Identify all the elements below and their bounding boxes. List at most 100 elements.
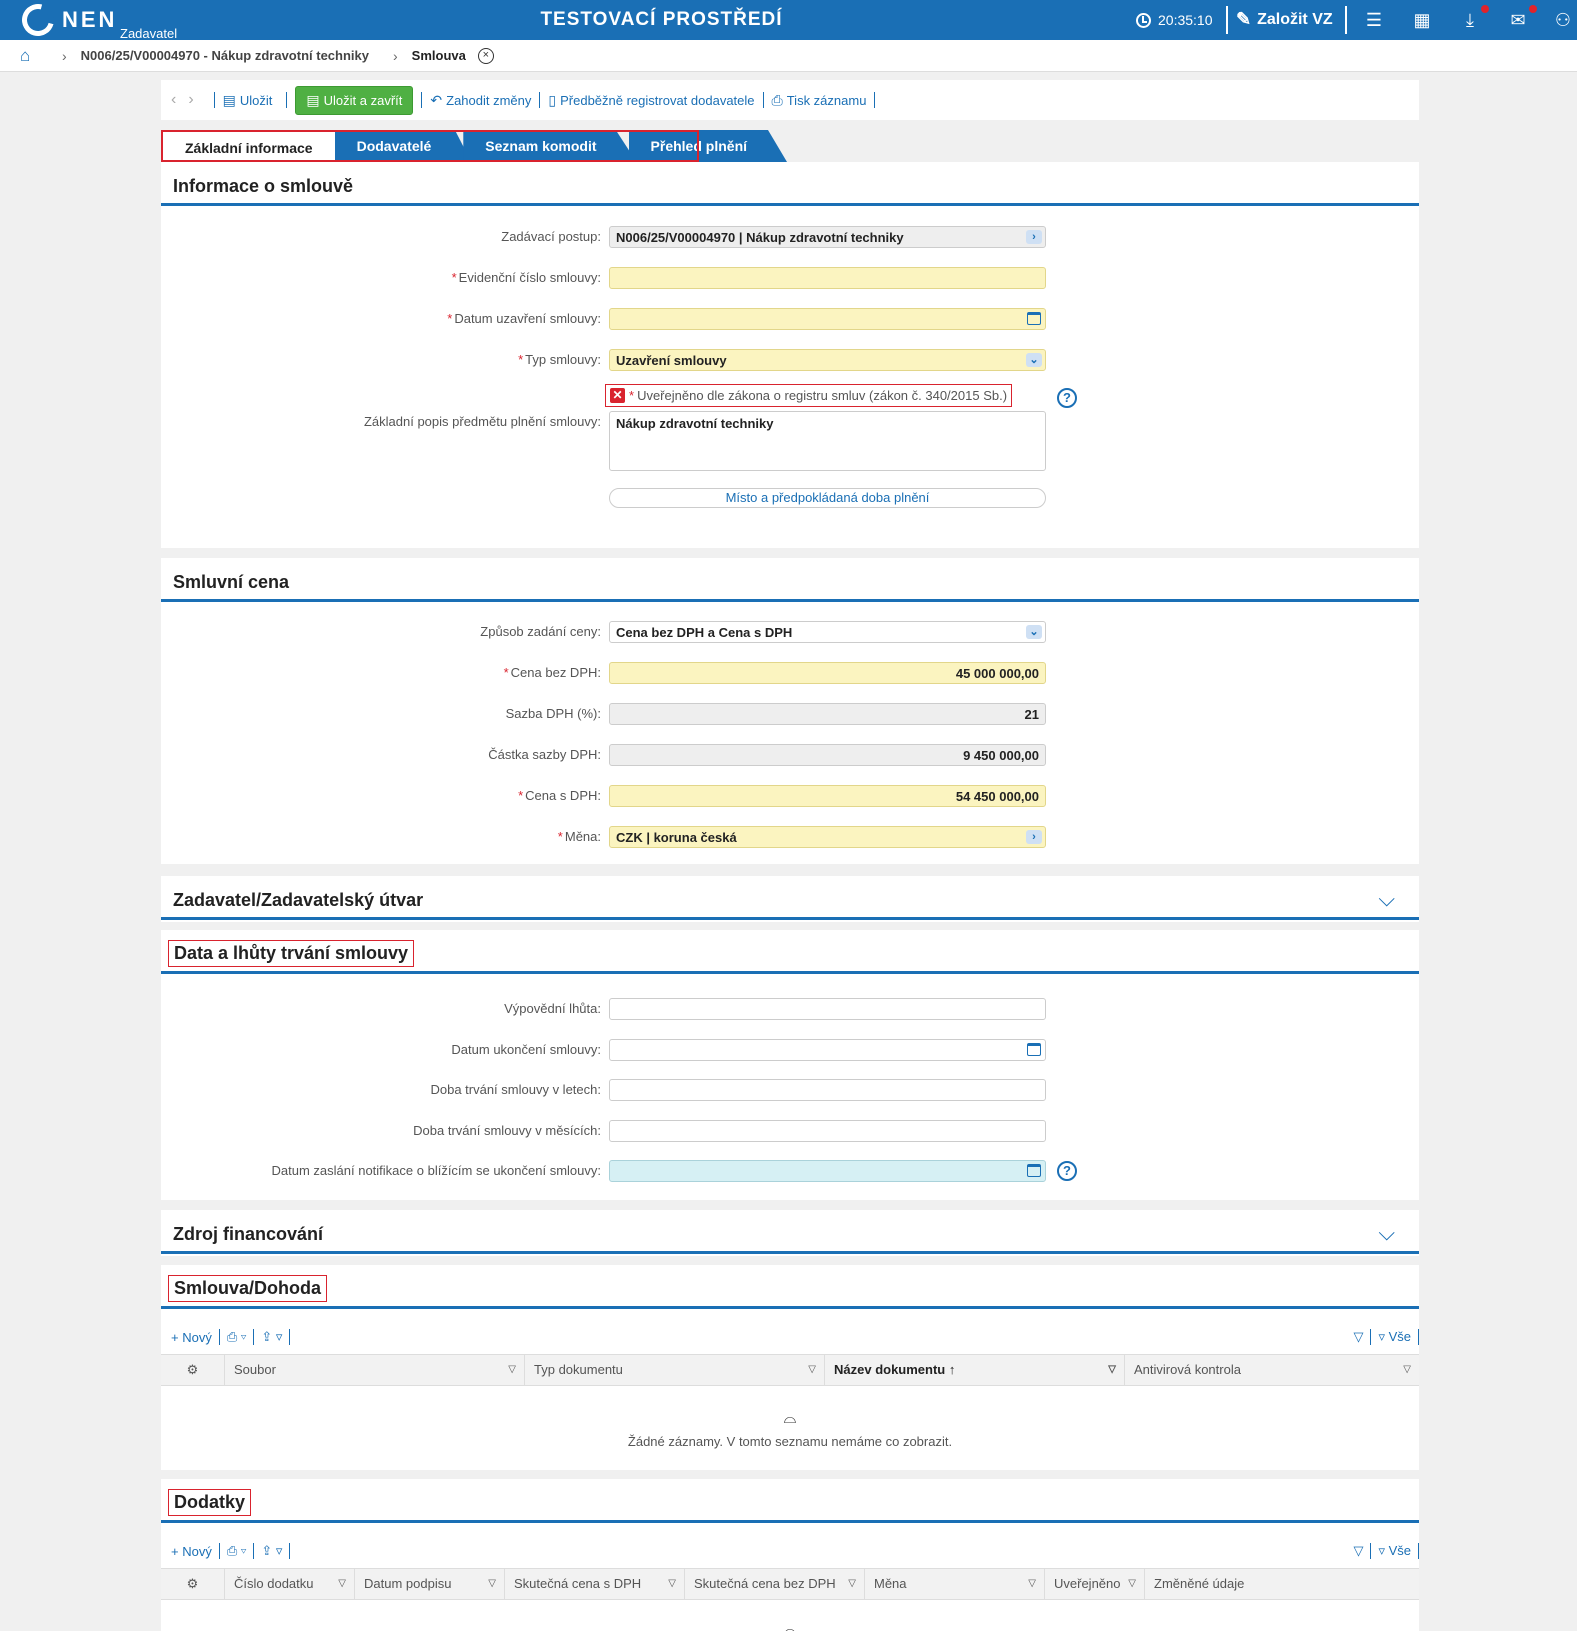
conclusion-date-input[interactable] xyxy=(609,308,1046,330)
filter-icon[interactable]: ▽ xyxy=(1353,1543,1364,1558)
breadcrumb-procedure[interactable]: N006/25/V00004970 - Nákup zdravotní tech… xyxy=(80,48,369,63)
tab-basic-info[interactable]: Základní informace xyxy=(161,130,335,162)
view-all-dropdown[interactable]: ▿ Vše xyxy=(1378,1329,1411,1344)
end-date-input[interactable] xyxy=(609,1039,1046,1061)
evidence-number-input[interactable] xyxy=(609,267,1046,289)
chevron-down-icon[interactable]: ⌵ xyxy=(1378,886,1395,911)
tab-fulfillment[interactable]: Přehled plnění xyxy=(628,130,788,162)
procedure-field[interactable]: N006/25/V00004970 | Nákup zdravotní tech… xyxy=(609,226,1046,248)
description-textarea[interactable]: Nákup zdravotní techniky xyxy=(609,411,1046,471)
column-header[interactable]: Skutečná cena s DPH ▽ xyxy=(505,1569,685,1599)
row-price-without-vat: * Cena bez DPH: 45 000 000,00 xyxy=(161,662,1419,684)
column-settings-icon[interactable]: ⚙ xyxy=(161,1569,225,1599)
contract-type-select[interactable]: Uzavření smlouvy ⌄ xyxy=(609,349,1046,371)
published-checkbox-row[interactable]: ✕ * Uveřejněno dle zákona o registru sml… xyxy=(605,384,1013,407)
panel-funding-source[interactable]: Zdroj financování ⌵ xyxy=(161,1210,1419,1256)
calendar-icon[interactable]: ▦ xyxy=(1413,10,1431,30)
row-price-mode: Způsob zadání ceny: Cena bez DPH a Cena … xyxy=(161,621,1419,643)
calendar-icon[interactable] xyxy=(1027,1043,1041,1056)
discard-button[interactable]: ↶ Zahodit změny xyxy=(430,92,531,109)
row-price-with-vat: * Cena s DPH: 54 450 000,00 xyxy=(161,785,1419,807)
calendar-icon[interactable] xyxy=(1027,1164,1041,1177)
column-header[interactable]: Uveřejněno ▽ xyxy=(1045,1569,1145,1599)
column-header[interactable]: Typ dokumentu ▽ xyxy=(525,1355,825,1385)
tab-bar: Základní informace Dodavatelé Seznam kom… xyxy=(161,130,788,162)
field-value: Uzavření smlouvy xyxy=(616,353,727,368)
chevron-down-icon[interactable]: ⌄ xyxy=(1026,625,1042,639)
create-vz-label: Založit VZ xyxy=(1257,10,1333,28)
row-notification-date: Datum zaslání notifikace o blížícím se u… xyxy=(161,1160,1419,1182)
chevron-down-icon[interactable]: ⌄ xyxy=(1026,353,1042,367)
export-dropdown-icon[interactable]: ⇪ ▿ xyxy=(261,1329,283,1344)
column-header-sorted[interactable]: Název dokumentu ↑ ▽ xyxy=(825,1355,1125,1385)
export-dropdown-icon[interactable]: ⇪ ▿ xyxy=(261,1543,283,1558)
duration-years-input[interactable] xyxy=(609,1079,1046,1101)
user-icon[interactable]: ⚇ xyxy=(1554,10,1572,30)
save-button[interactable]: ▤ Uložit xyxy=(223,92,273,109)
row-conclusion-date: * Datum uzavření smlouvy: xyxy=(161,308,1419,330)
label: * Cena bez DPH: xyxy=(503,665,601,680)
panel-contracting-authority[interactable]: Zadavatel/Zadavatelský útvar ⌵ xyxy=(161,876,1419,922)
help-icon[interactable]: ? xyxy=(1057,1161,1077,1181)
discard-label: Zahodit změny xyxy=(446,92,532,108)
panel-header: Smlouva/Dohoda xyxy=(161,1265,1419,1309)
nen-logo[interactable]: NEN Zadavatel xyxy=(16,0,177,42)
empty-tray-icon: ⌓ xyxy=(783,1622,797,1631)
calendar-icon[interactable] xyxy=(1027,312,1041,325)
save-close-button[interactable]: ▤ Uložit a zavřít xyxy=(295,85,414,115)
mail-icon[interactable]: ✉ xyxy=(1510,10,1526,30)
menu-icon[interactable]: ☰ xyxy=(1365,10,1383,30)
notification-date-input[interactable] xyxy=(609,1160,1046,1182)
label: Doba trvání smlouvy v letech: xyxy=(430,1082,601,1097)
create-vz-button[interactable]: ✎ Založit VZ xyxy=(1236,9,1333,30)
column-header[interactable]: Antivirová kontrola ▽ xyxy=(1134,1362,1411,1377)
add-new-button[interactable]: + Nový xyxy=(171,1543,212,1559)
add-new-button[interactable]: + Nový xyxy=(171,1329,212,1345)
chevron-down-icon[interactable]: ⌵ xyxy=(1378,1220,1395,1245)
label: Částka sazby DPH: xyxy=(488,747,601,762)
divider xyxy=(762,92,764,108)
tab-suppliers[interactable]: Dodavatelé xyxy=(334,130,472,162)
back-arrow-icon[interactable]: ‹ xyxy=(171,91,177,108)
panel-title: Zdroj financování xyxy=(173,1224,324,1244)
notice-period-input[interactable] xyxy=(609,998,1046,1020)
help-icon[interactable]: ? xyxy=(1057,388,1077,408)
column-settings-icon[interactable]: ⚙ xyxy=(161,1355,225,1385)
close-icon[interactable]: × xyxy=(477,47,494,64)
price-with-vat-input[interactable]: 54 450 000,00 xyxy=(609,785,1046,807)
home-icon[interactable]: ⌂ xyxy=(20,45,31,65)
panel-title: Data a lhůty trvání smlouvy xyxy=(168,940,415,967)
download-icon[interactable]: ⤓ xyxy=(1466,10,1474,30)
column-header[interactable]: Datum podpisu ▽ xyxy=(355,1569,505,1599)
empty-state: ⌓ xyxy=(161,1622,1419,1631)
field-value: N006/25/V00004970 | Nákup zdravotní tech… xyxy=(616,230,904,245)
currency-field[interactable]: CZK | koruna česká › xyxy=(609,826,1046,848)
filter-icon[interactable]: ▽ xyxy=(1353,1329,1364,1344)
print-dropdown-icon[interactable]: ⎙ ▿ xyxy=(226,1543,247,1558)
label: * Měna: xyxy=(557,829,601,844)
session-clock: 20:35:10 xyxy=(1136,12,1213,28)
price-without-vat-input[interactable]: 45 000 000,00 xyxy=(609,662,1046,684)
chevron-right-icon[interactable]: › xyxy=(1026,830,1042,844)
view-all-dropdown[interactable]: ▿ Vše xyxy=(1378,1543,1411,1558)
price-mode-select[interactable]: Cena bez DPH a Cena s DPH ⌄ xyxy=(609,621,1046,643)
chevron-right-icon[interactable]: › xyxy=(1026,230,1042,244)
unchecked-x-icon[interactable]: ✕ xyxy=(610,388,625,403)
duration-months-input[interactable] xyxy=(609,1120,1046,1142)
label: Výpovědní lhůta: xyxy=(504,1001,601,1016)
column-header[interactable]: Číslo dodatku ▽ xyxy=(225,1569,355,1599)
print-dropdown-icon[interactable]: ⎙ ▿ xyxy=(226,1329,247,1344)
save-label: Uložit xyxy=(239,92,273,108)
column-header[interactable]: Skutečná cena bez DPH ▽ xyxy=(685,1569,865,1599)
divider xyxy=(874,92,876,108)
row-duration-months: Doba trvání smlouvy v měsících: xyxy=(161,1120,1419,1142)
column-header[interactable]: Soubor ▽ xyxy=(225,1355,525,1385)
place-time-button[interactable]: Místo a předpokládaná doba plnění xyxy=(609,488,1046,508)
tab-commodities[interactable]: Seznam komodit xyxy=(463,130,637,162)
column-header[interactable]: Měna ▽ xyxy=(865,1569,1045,1599)
print-button[interactable]: ⎙ Tisk záznamu xyxy=(772,92,867,109)
column-header[interactable]: Změněné údaje xyxy=(1154,1576,1245,1591)
forward-arrow-icon[interactable]: › xyxy=(188,91,194,108)
preregister-button[interactable]: ▯ Předběžně registrovat dodavatele xyxy=(548,92,754,109)
label: Základní popis předmětu plnění smlouvy: xyxy=(363,414,601,429)
